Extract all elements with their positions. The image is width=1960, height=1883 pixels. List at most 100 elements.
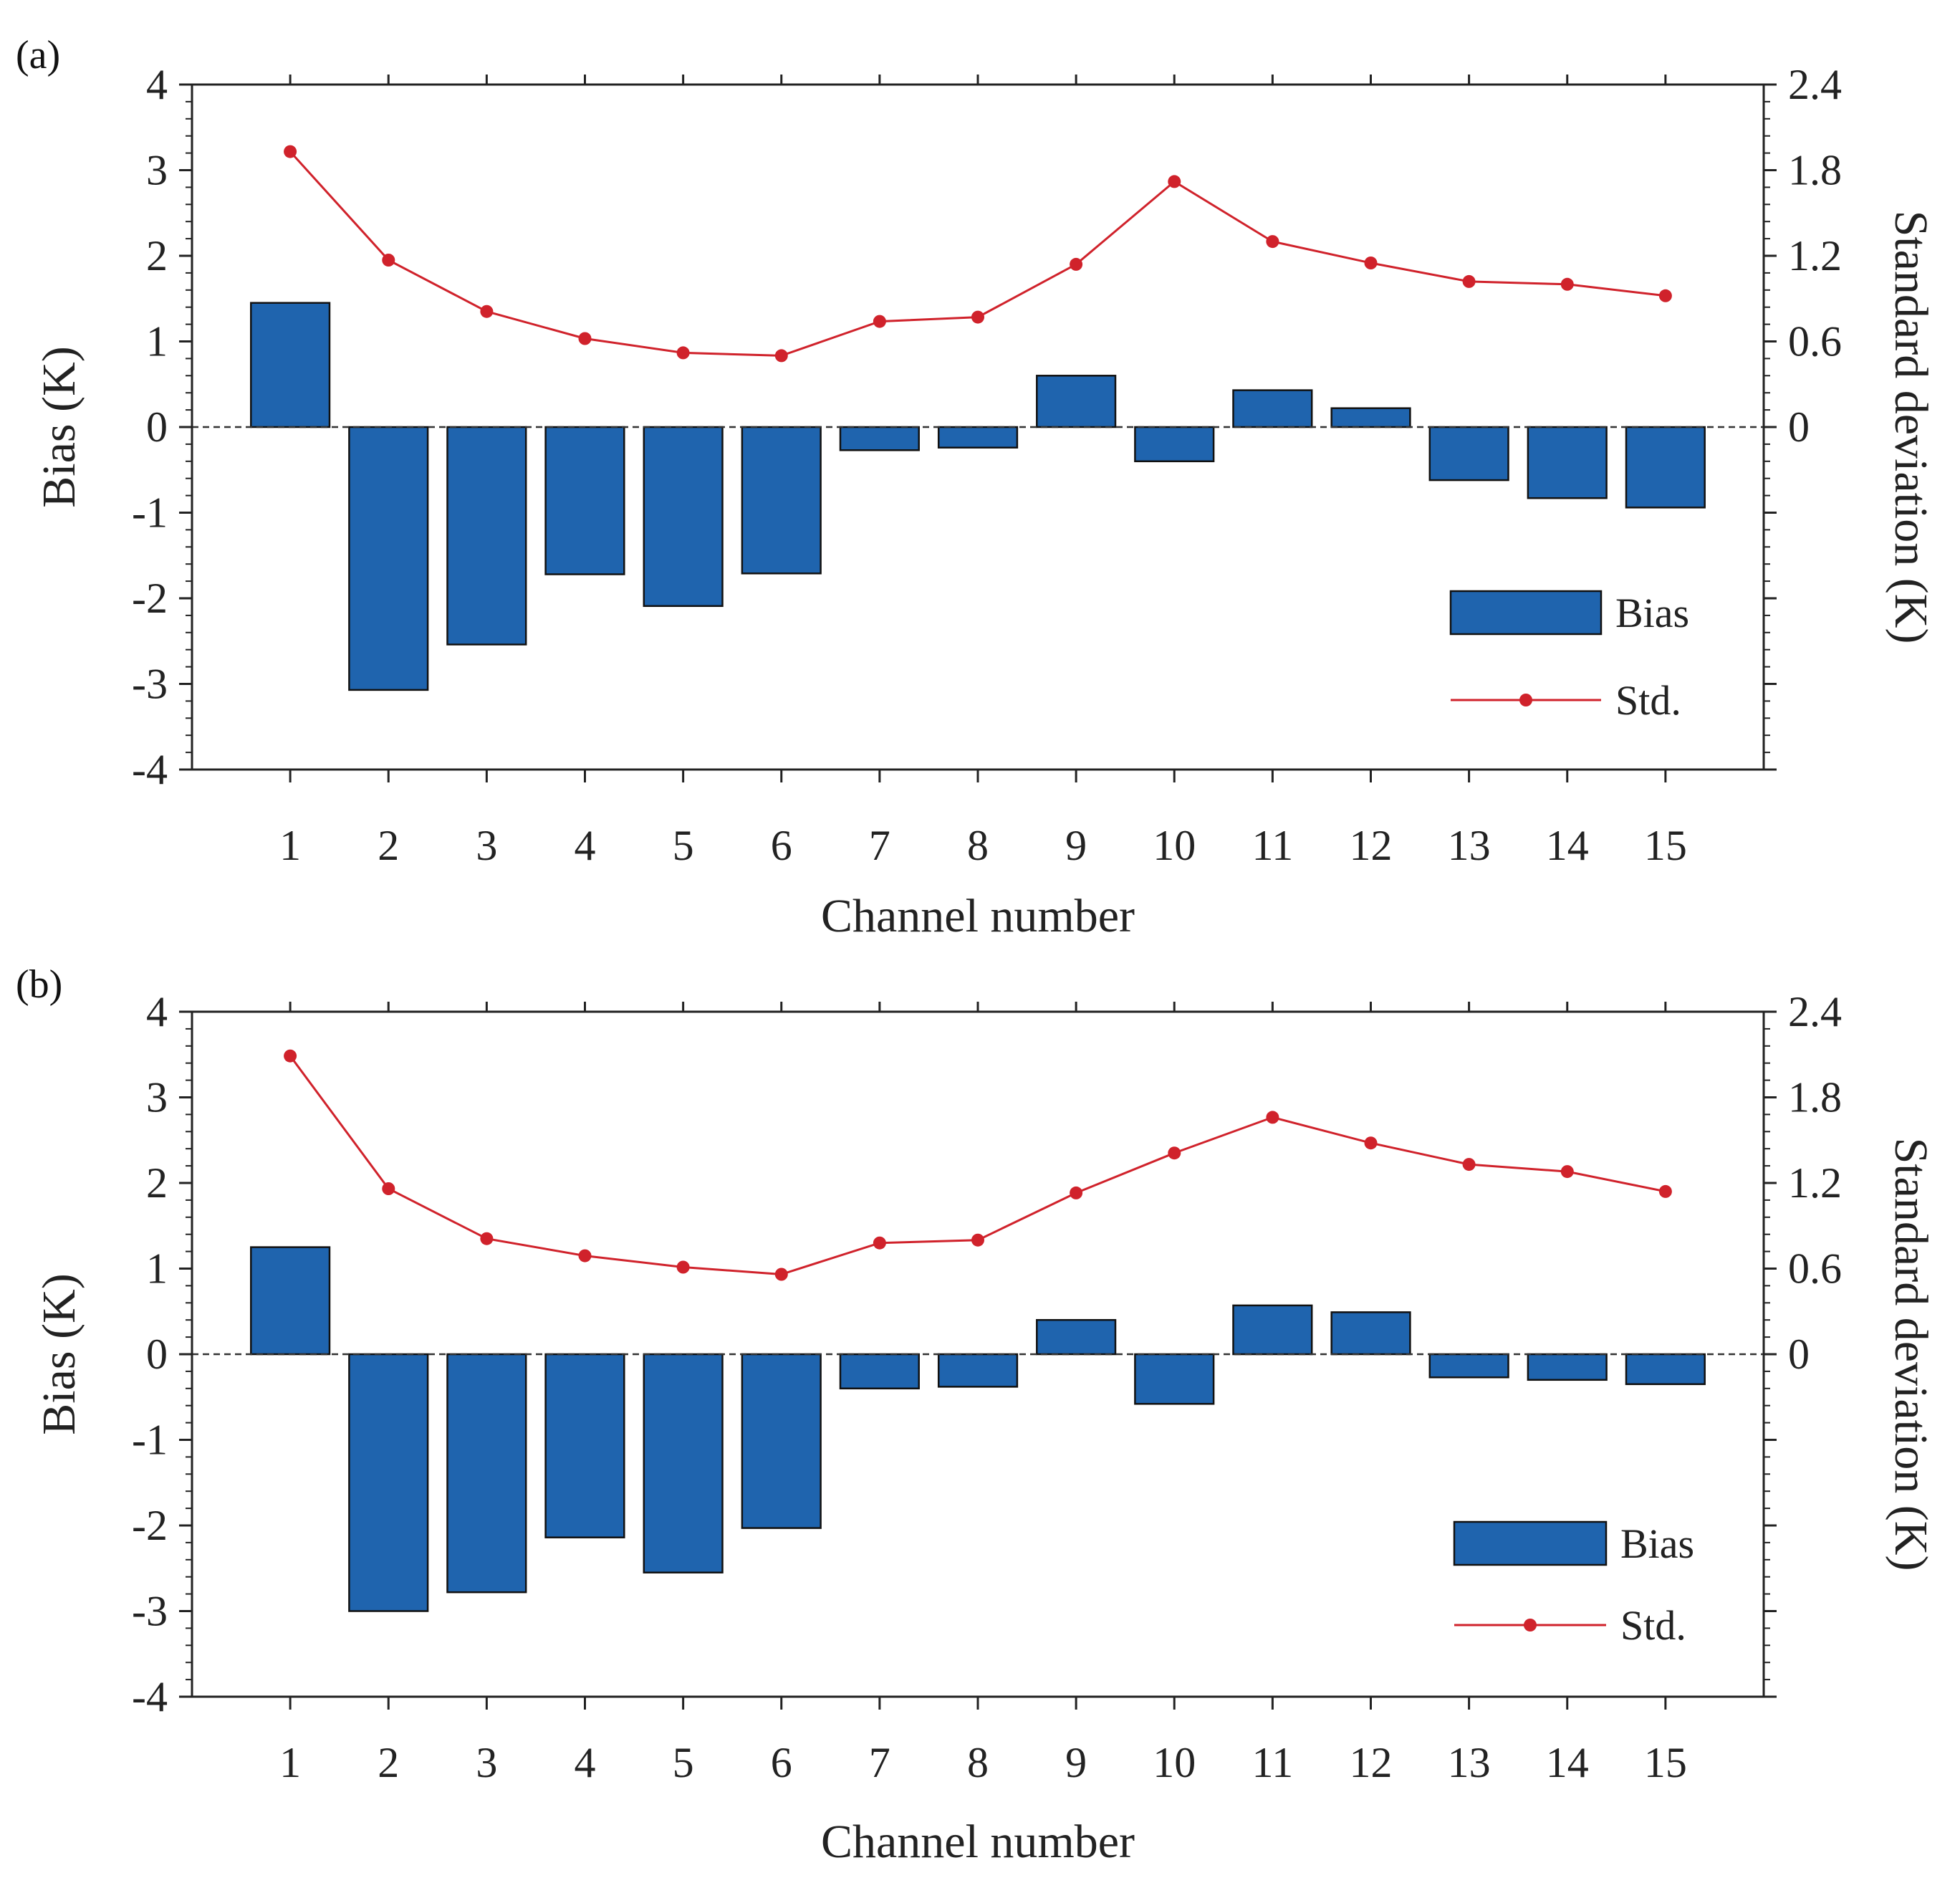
std-point-ch5 [676, 346, 690, 360]
y-tick-label: 1 [146, 1245, 168, 1293]
bias-bar-ch3 [446, 426, 527, 646]
bias-bar-ch11 [1232, 389, 1313, 428]
bias-bar-ch8 [937, 426, 1019, 449]
y-axis-title: Bias (K) [33, 1273, 85, 1434]
std-point-ch1 [284, 1049, 297, 1063]
x-tick-label: 9 [1065, 822, 1087, 869]
y-tick-label: 2 [146, 232, 168, 279]
std-point-ch3 [480, 305, 494, 318]
y2-tick-label: 0 [1788, 403, 1810, 451]
bias-bar-ch15 [1625, 426, 1706, 509]
std-point-ch4 [578, 332, 592, 345]
std-point-ch14 [1560, 1165, 1574, 1179]
y-tick-label: 1 [146, 318, 168, 365]
std-point-ch6 [774, 1268, 788, 1281]
legend-bias-swatch [1453, 1520, 1608, 1566]
std-point-ch13 [1462, 1158, 1476, 1172]
y2-axis-title: Standard deviation (K) [1885, 211, 1937, 644]
bias-bar-ch1 [250, 1246, 331, 1356]
y2-tick-label: 0 [1788, 1331, 1810, 1378]
std-line [289, 150, 1666, 357]
bias-bar-ch12 [1330, 407, 1411, 428]
legend-std-marker [1524, 1619, 1537, 1632]
bias-bar-ch10 [1134, 1353, 1215, 1405]
legend: Bias Std. [1453, 1520, 1694, 1649]
std-point-ch15 [1658, 289, 1672, 302]
x-tick-label: 2 [378, 1739, 399, 1786]
x-tick-label: 14 [1546, 1739, 1589, 1786]
x-tick-label: 13 [1448, 822, 1491, 869]
bias-bar-ch8 [937, 1353, 1019, 1388]
y2-tick-label: 1.2 [1788, 1159, 1842, 1207]
std-point-ch9 [1070, 257, 1083, 271]
x-tick-label: 1 [279, 1739, 301, 1786]
y2-tick-label: 0.6 [1788, 1245, 1842, 1293]
x-tick-label: 1 [279, 822, 301, 869]
y-tick-label: -3 [132, 1588, 168, 1635]
bias-bar-ch7 [839, 426, 920, 451]
x-tick-label: 10 [1153, 1739, 1196, 1786]
x-tick-label: 15 [1644, 1739, 1687, 1786]
y-tick-label: 4 [146, 988, 168, 1035]
x-tick-label: 11 [1252, 1739, 1293, 1786]
x-tick-label: 8 [967, 822, 989, 869]
bias-bar-ch5 [643, 426, 724, 608]
std-point-ch2 [382, 1182, 395, 1195]
x-tick-label: 7 [869, 1739, 890, 1786]
x-axis-title: Channel number [821, 890, 1135, 942]
bias-bar-ch5 [643, 1353, 724, 1573]
x-tick-label: 10 [1153, 822, 1196, 869]
y-axis-title: Bias (K) [33, 346, 85, 507]
x-tick-label: 11 [1252, 822, 1293, 869]
y-tick-label: 3 [146, 1074, 168, 1121]
std-point-ch12 [1364, 257, 1378, 269]
bias-bar-ch10 [1134, 426, 1215, 463]
legend-bias-label: Bias [1615, 590, 1689, 636]
y2-tick-label: 0.6 [1788, 318, 1842, 365]
x-tick-label: 14 [1546, 822, 1589, 869]
std-point-ch13 [1462, 274, 1476, 288]
std-point-ch7 [873, 315, 886, 328]
y-tick-label: 0 [146, 403, 168, 451]
legend-std-label: Std. [1620, 1602, 1686, 1649]
std-point-ch11 [1266, 1111, 1279, 1124]
y-tick-label: 0 [146, 1331, 168, 1378]
std-point-ch9 [1070, 1186, 1083, 1199]
std-point-ch6 [774, 349, 788, 363]
bias-bar-ch13 [1428, 1353, 1509, 1379]
y-tick-label: -1 [132, 1417, 168, 1464]
x-tick-label: 5 [673, 822, 694, 869]
legend-bias-swatch [1449, 590, 1603, 636]
bias-bar-ch15 [1625, 1353, 1706, 1386]
x-tick-label: 2 [378, 822, 399, 869]
legend-std-marker [1519, 694, 1532, 706]
bias-bar-ch6 [741, 426, 822, 575]
bias-bar-ch9 [1036, 375, 1117, 428]
y-tick-label: 2 [146, 1159, 168, 1207]
bias-bar-ch14 [1527, 426, 1608, 499]
std-point-ch1 [284, 145, 297, 158]
bias-bar-ch14 [1527, 1353, 1608, 1381]
x-axis-title: Channel number [821, 1816, 1135, 1868]
legend-std-label: Std. [1615, 677, 1681, 724]
x-tick-label: 3 [476, 822, 497, 869]
std-point-ch15 [1658, 1184, 1672, 1198]
std-point-ch8 [971, 1233, 984, 1247]
std-point-ch5 [676, 1260, 690, 1274]
y2-tick-label: 1.2 [1788, 232, 1842, 279]
x-tick-label: 6 [771, 1739, 792, 1786]
y2-tick-label: 1.8 [1788, 1074, 1842, 1121]
x-tick-label: 12 [1350, 1739, 1393, 1786]
bias-bar-ch9 [1036, 1318, 1117, 1356]
y-tick-label: -1 [132, 489, 168, 537]
y-tick-label: 3 [146, 147, 168, 194]
panel-label: (a) [16, 33, 60, 77]
bias-bar-ch11 [1232, 1304, 1313, 1356]
y2-tick-label: 1.8 [1788, 147, 1842, 194]
x-tick-label: 8 [967, 1739, 989, 1786]
y-tick-label: -2 [132, 1502, 168, 1549]
x-tick-label: 3 [476, 1739, 497, 1786]
bias-bar-ch3 [446, 1353, 527, 1594]
